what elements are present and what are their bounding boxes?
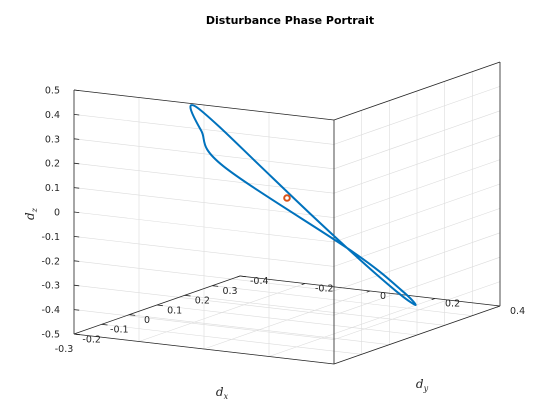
y-tick-label: -0.2 (315, 284, 334, 295)
grid-line-z-left (73, 114, 335, 145)
y-tick-mark (496, 305, 501, 308)
grid-line-y-floor (203, 290, 371, 350)
grid-line-z-back (333, 232, 501, 292)
grid-line-z-left (73, 260, 335, 292)
x-tick-mark (184, 294, 191, 297)
y-tick-label: -0.4 (250, 276, 269, 287)
x-tick-mark (239, 275, 246, 278)
z-tick-label: -0.4 (41, 305, 60, 316)
z-tick-mark (73, 236, 80, 238)
y-tick-label: 0 (380, 291, 386, 302)
grid-line-z-back (333, 208, 501, 267)
x-tick-mark (212, 285, 219, 287)
grid-line-z-back (333, 183, 501, 243)
z-tick-label: 0.3 (45, 134, 60, 145)
z-tick-mark (73, 187, 80, 189)
z-tick-label: -0.3 (41, 281, 60, 292)
z-tick-label: -0.1 (41, 232, 60, 243)
z-axis-label: dz (23, 207, 39, 220)
grid-line-y-floor (138, 283, 306, 342)
z-tick-mark (73, 333, 80, 335)
grid-line-z-left (73, 162, 335, 194)
y-axis-label: dy (416, 377, 429, 393)
y-tick-label: 0.2 (445, 299, 460, 310)
grid-lines (73, 61, 501, 365)
z-tick-mark (73, 284, 80, 287)
grid-line-z-back (333, 256, 501, 316)
z-tick-mark (73, 89, 80, 91)
z-tick-mark (73, 114, 80, 116)
x-tick-label: -0.3 (55, 344, 74, 355)
grid-line-z-back (333, 110, 501, 170)
chart-title: Disturbance Phase Portrait (206, 14, 374, 27)
grid-line-z-left (73, 309, 335, 340)
series-layer (189, 104, 417, 306)
axes-box-edge (73, 89, 335, 121)
tick-labels: -0.3 -0.2 -0.1 0 0.1 0.2 0.3 -0.4 -0.2 0 0.2 0.4 -0.… (41, 86, 525, 356)
z-tick-label: -0.2 (41, 256, 60, 267)
grid-line-y-floor (268, 298, 436, 357)
grid-line-z-left (73, 211, 335, 243)
y-tick-mark (431, 298, 436, 301)
z-tick-label: 0.1 (45, 183, 60, 194)
x-tick-label: 0.2 (195, 296, 210, 307)
y-tick-mark (301, 283, 306, 286)
grid-line-z-back (333, 134, 501, 194)
x-tick-label: -0.1 (110, 325, 129, 336)
z-tick-label: 0.4 (45, 110, 60, 121)
y-tick-mark (366, 290, 371, 293)
x-tick-label: -0.2 (82, 334, 101, 345)
grid-line-z-back (333, 86, 501, 145)
z-tick-mark (73, 260, 80, 262)
x-tick-mark (101, 323, 108, 326)
y-tick-label: 0.4 (510, 306, 525, 317)
grid-line-z-left (73, 236, 335, 267)
x-tick-label: 0.3 (222, 286, 237, 297)
grid-line-z-left (73, 138, 335, 170)
grid-line-z-back (333, 281, 501, 340)
z-tick-mark (73, 162, 80, 165)
axes-box (73, 61, 501, 365)
z-tick-label: 0.5 (45, 86, 60, 97)
y-tick-mark (236, 275, 241, 278)
grid-line-z-left (73, 284, 335, 316)
z-tick-mark (73, 211, 80, 213)
x-tick-mark (156, 304, 163, 307)
z-tick-mark (73, 138, 80, 140)
z-tick-label: 0.2 (45, 159, 60, 170)
x-axis-label: dx (216, 385, 229, 401)
x-tick-mark (129, 314, 136, 316)
z-tick-label: 0 (54, 208, 60, 219)
grid-line-z-back (333, 159, 501, 218)
z-tick-mark (73, 309, 80, 311)
axes-box-edge (333, 305, 501, 365)
equilibrium-marker (283, 194, 291, 202)
orbit-series-line (189, 104, 417, 306)
axes-box-edge (73, 333, 335, 365)
x-tick-label: 0 (144, 315, 150, 326)
z-tick-label: -0.5 (41, 330, 60, 341)
axes-box-edge (333, 61, 501, 121)
x-tick-label: 0.1 (167, 305, 182, 316)
